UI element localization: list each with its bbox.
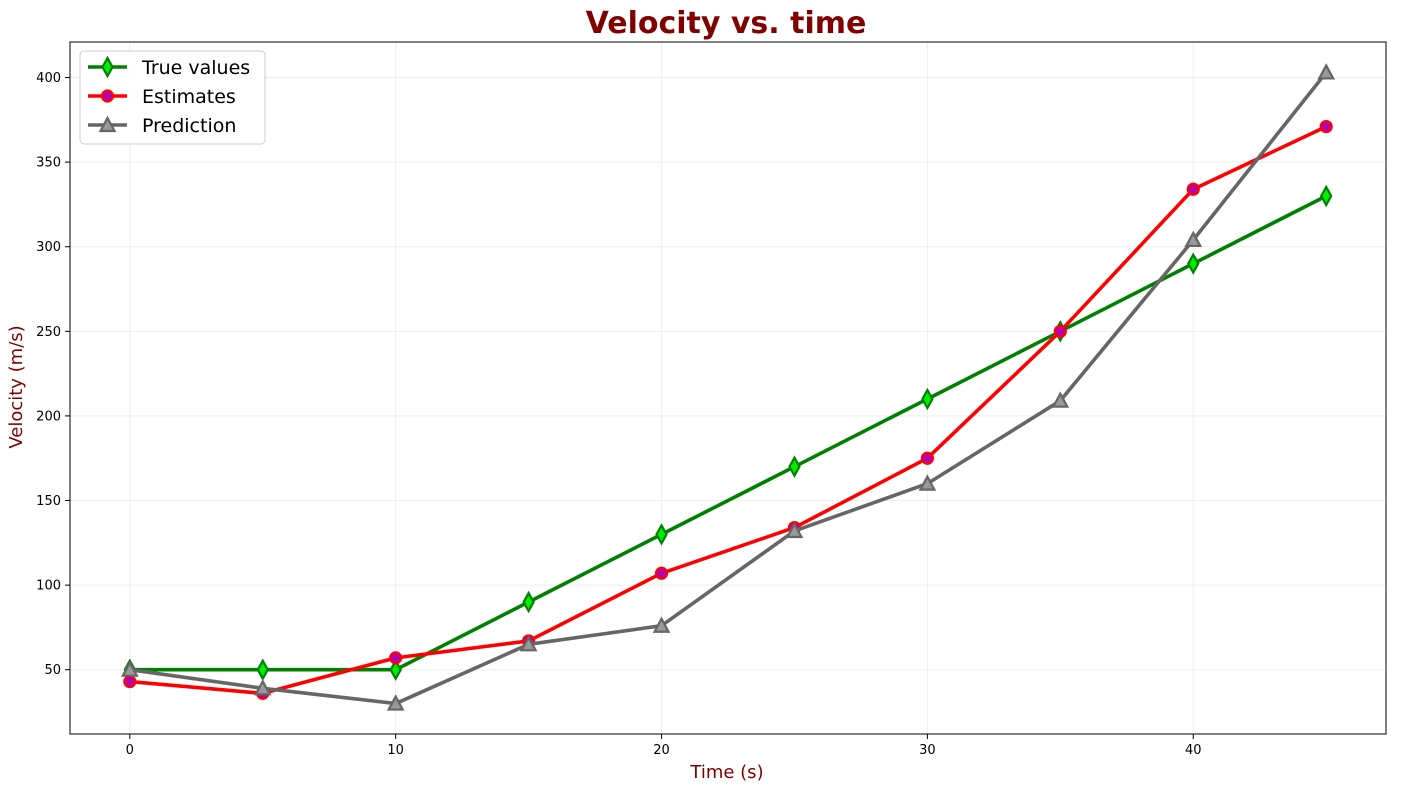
- data-point-prediction: [652, 616, 671, 633]
- grid: [70, 42, 1386, 734]
- y-tick-label: 300: [36, 240, 61, 255]
- legend-label: True values: [141, 57, 250, 79]
- x-axis-label: Time (s): [689, 762, 763, 783]
- y-axis-label: Velocity (m/s): [6, 325, 27, 448]
- legend-box: [79, 50, 266, 145]
- y-tick-label: 150: [36, 494, 61, 509]
- data-point-prediction: [918, 474, 937, 491]
- legend-label: Prediction: [142, 115, 236, 137]
- legend-label: Estimates: [142, 86, 236, 108]
- data-point-prediction: [1184, 230, 1203, 248]
- data-point-estimates: [389, 651, 403, 665]
- x-tick-label: 10: [387, 743, 404, 758]
- chart-title: Velocity vs. time: [586, 6, 867, 41]
- data-point-prediction: [386, 694, 405, 711]
- data-point-estimates: [1186, 182, 1200, 196]
- series-line-true-values: [129, 194, 1327, 672]
- data-point-true-values: [522, 590, 535, 614]
- series-layer: [120, 63, 1336, 711]
- data-point-estimates: [920, 451, 934, 465]
- series-line-prediction: [129, 71, 1328, 706]
- data-point-true-values: [1319, 184, 1333, 208]
- x-tick-label: 30: [919, 743, 936, 758]
- x-tick-label: 20: [653, 743, 670, 758]
- legend-item-estimates: Estimates: [88, 86, 236, 108]
- data-point-true-values: [389, 658, 402, 681]
- y-tick-label: 200: [36, 409, 61, 424]
- data-point-prediction: [1317, 63, 1336, 80]
- data-point-true-values: [1186, 252, 1200, 275]
- data-point-prediction: [253, 678, 272, 696]
- data-point-true-values: [655, 523, 668, 546]
- data-point-estimates: [1319, 119, 1333, 134]
- y-tick-label: 50: [44, 663, 61, 678]
- series-estimates: [123, 119, 1333, 700]
- legend-swatch-marker: [100, 89, 115, 103]
- data-point-estimates: [123, 674, 137, 689]
- y-tick-label: 400: [36, 71, 61, 86]
- x-tick-label: 0: [126, 743, 134, 758]
- legend-item-true-values: True values: [88, 55, 250, 79]
- legend: True values Estimates Prediction: [79, 50, 266, 145]
- y-tick-label: 100: [36, 579, 61, 594]
- legend-swatch-marker: [101, 55, 114, 79]
- data-point-true-values: [256, 658, 270, 681]
- plot-frame: [69, 41, 1387, 735]
- legend-item-prediction: Prediction: [88, 115, 236, 137]
- ticks: 0 10 20 30 40 50 100 150 200 250 300 350 400: [36, 71, 1201, 758]
- data-point-prediction: [519, 635, 538, 652]
- series-true-values: [123, 184, 1333, 681]
- data-point-prediction: [785, 521, 804, 539]
- data-point-true-values: [788, 455, 801, 478]
- y-tick-label: 350: [36, 156, 61, 171]
- data-point-prediction: [1051, 391, 1070, 408]
- y-tick-label: 250: [36, 325, 61, 340]
- series-line-estimates: [129, 124, 1327, 696]
- series-prediction: [120, 63, 1336, 711]
- data-point-estimates: [654, 566, 669, 580]
- x-tick-label: 40: [1185, 743, 1202, 758]
- data-point-estimates: [1053, 324, 1067, 338]
- data-point-true-values: [921, 387, 934, 411]
- data-point-prediction: [120, 660, 139, 677]
- legend-swatch-marker: [98, 115, 117, 133]
